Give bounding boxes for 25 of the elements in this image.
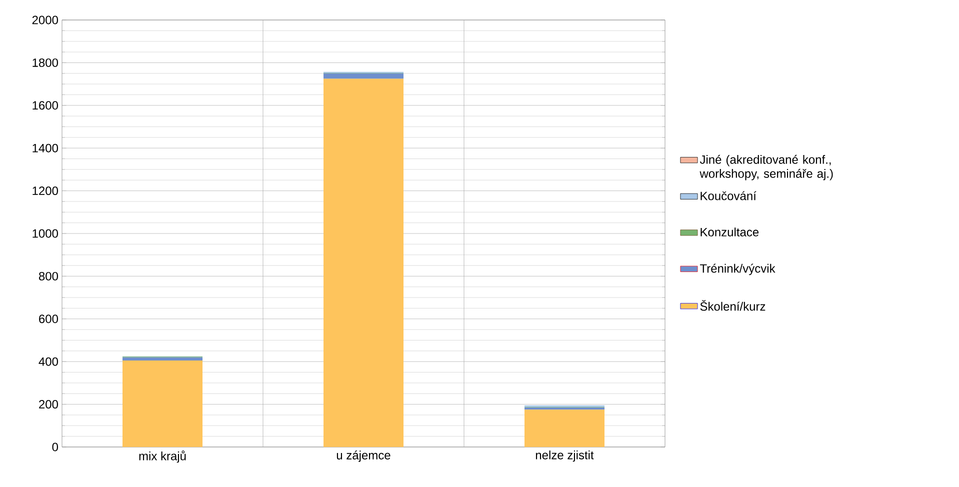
y-tick-label: 1600 <box>32 101 58 110</box>
x-tick-label: u zájemce <box>336 450 390 462</box>
y-tick-label: 600 <box>39 314 58 324</box>
bar <box>524 407 604 410</box>
y-tick-label: 200 <box>39 400 58 409</box>
y-tick-label: 1000 <box>32 229 58 238</box>
bar <box>122 357 203 361</box>
y-tick-label: 0 <box>52 442 58 452</box>
legend-label: Konzultace <box>700 228 759 236</box>
bar <box>122 360 203 447</box>
legend-label: Trénink/výcvik <box>700 264 776 276</box>
bar <box>524 410 604 447</box>
bar <box>324 73 404 79</box>
y-tick-label: 1400 <box>32 144 58 152</box>
y-tick-label: 800 <box>38 272 58 280</box>
y-tick-label: 1800 <box>32 58 58 67</box>
y-tick-label: 1200 <box>32 186 58 196</box>
bar <box>324 78 404 447</box>
y-tick-label: 2000 <box>32 16 58 24</box>
x-tick-label: nelze zjistit <box>536 450 594 462</box>
legend-label: Školení/kurz <box>700 300 766 311</box>
legend-label: Koučování <box>700 191 756 200</box>
x-tick-label: mix krajů <box>139 450 186 463</box>
legend-label: Jiné (akreditované konf., workshopy, semináře aj.) <box>700 154 833 180</box>
y-tick-label: 400 <box>38 357 58 366</box>
